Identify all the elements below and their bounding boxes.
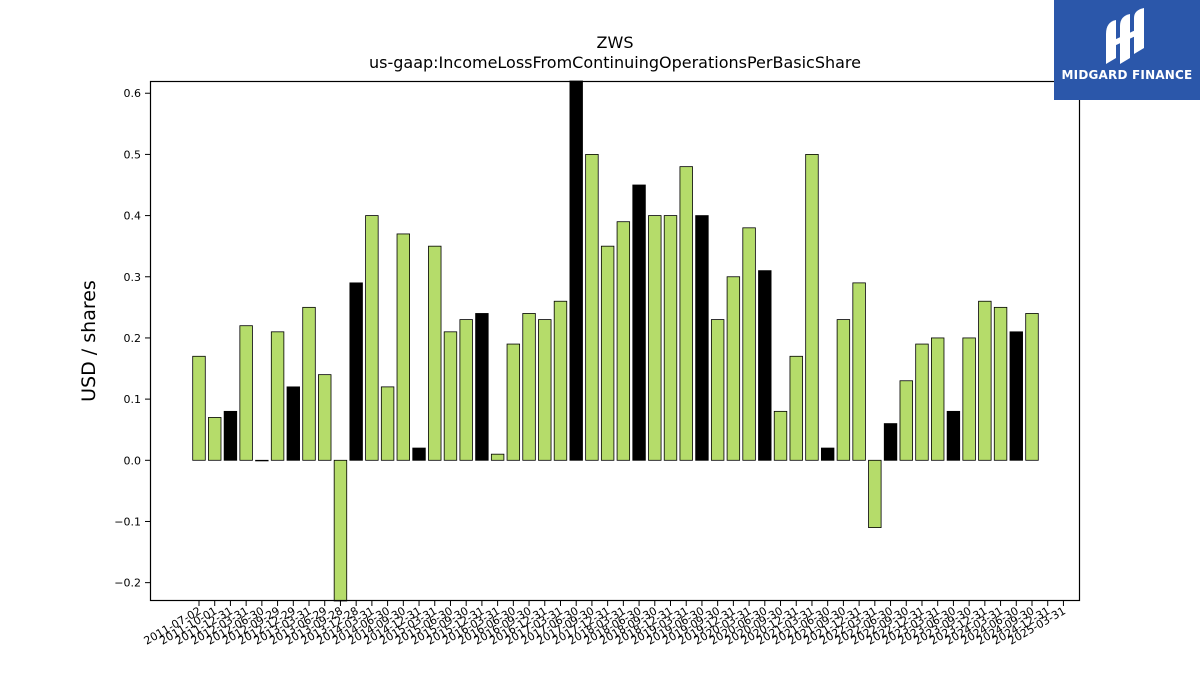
bar-45 (899, 380, 913, 461)
bar-0 (192, 355, 206, 461)
bar-48 (946, 410, 961, 461)
bar-28 (632, 184, 646, 461)
bar-49 (962, 337, 976, 461)
bars-layer (192, 80, 1039, 602)
bar-7 (302, 306, 316, 461)
bar-2 (223, 410, 238, 461)
y-tick-label-0: −0.2 (114, 577, 141, 590)
bar-53 (1025, 313, 1039, 461)
bar-15 (428, 245, 442, 461)
y-tick-label-1: −0.1 (114, 515, 141, 528)
bar-6 (286, 386, 300, 461)
brand-logo: MIDGARD FINANCE (1054, 0, 1200, 100)
bar-43 (868, 459, 882, 528)
bar-9 (333, 459, 348, 602)
bar-27 (616, 221, 631, 461)
plot-frame (149, 80, 1081, 602)
brand-logo-text: MIDGARD FINANCE (1061, 68, 1193, 82)
bar-16 (443, 331, 458, 461)
bar-51 (993, 306, 1008, 461)
bar-5 (270, 331, 285, 461)
chart-title: ZWS (597, 33, 634, 52)
bar-12 (380, 386, 395, 461)
x-ticks: 2011-07-022011-10-012011-12-312012-03-31… (142, 601, 1068, 648)
bar-33 (710, 319, 725, 461)
bar-47 (931, 337, 945, 461)
bar-8 (318, 374, 332, 461)
bar-24 (569, 80, 583, 461)
bar-26 (600, 245, 615, 461)
bar-18 (475, 313, 489, 461)
y-axis-label: USD / shares (78, 280, 100, 402)
bar-11 (365, 215, 379, 461)
y-tick-label-5: 0.3 (124, 271, 142, 284)
bar-41 (836, 319, 851, 461)
bar-29 (648, 215, 662, 461)
y-tick-label-8: 0.6 (124, 87, 142, 100)
bar-46 (915, 343, 929, 461)
bar-23 (553, 300, 568, 461)
midgard-logo-icon (1106, 8, 1144, 64)
y-tick-label-4: 0.2 (124, 332, 142, 345)
bar-30 (663, 215, 678, 461)
bar-10 (349, 282, 363, 461)
bar-20 (506, 343, 521, 461)
bar-4 (255, 459, 269, 462)
bar-35 (742, 227, 756, 461)
bar-14 (412, 447, 426, 461)
bar-13 (396, 233, 410, 461)
bar-17 (459, 319, 473, 461)
bar-34 (726, 276, 741, 461)
bar-19 (490, 453, 505, 461)
bar-42 (852, 282, 866, 461)
y-tick-label-7: 0.5 (124, 148, 142, 161)
bar-32 (695, 215, 709, 461)
bar-50 (978, 300, 992, 461)
bar-38 (789, 355, 803, 461)
bar-1 (208, 417, 222, 461)
y-tick-label-3: 0.1 (124, 393, 142, 406)
bar-52 (1009, 331, 1023, 461)
y-tick-label-2: 0.0 (124, 454, 142, 467)
y-ticks: −0.2 −0.1 0.0 0.1 0.2 0.3 0.4 0.5 0.6 (114, 87, 150, 590)
bar-31 (679, 166, 693, 461)
bar-39 (805, 154, 819, 461)
bar-25 (585, 154, 599, 461)
bar-21 (522, 313, 536, 461)
bar-44 (883, 423, 898, 461)
chart-subtitle: us-gaap:IncomeLossFromContinuingOperatio… (369, 53, 861, 72)
bar-36 (758, 270, 772, 461)
bar-22 (538, 319, 552, 461)
y-tick-label-6: 0.4 (124, 210, 142, 223)
bar-37 (773, 410, 788, 461)
bar-3 (239, 325, 253, 461)
bar-40 (820, 447, 835, 461)
